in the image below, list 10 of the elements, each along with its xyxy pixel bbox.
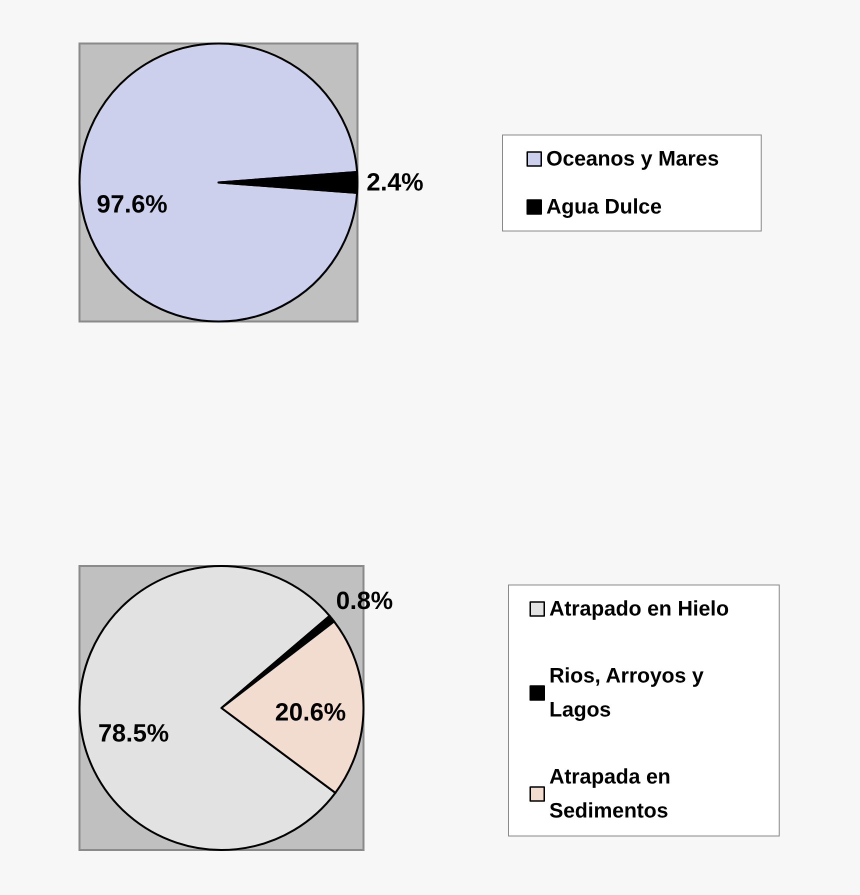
data-label: 0.8% xyxy=(336,587,393,616)
legend-label: Atrapado en Hielo xyxy=(549,598,729,620)
legend-label: Oceanos y Mares xyxy=(546,148,720,170)
legend-label: Agua Dulce xyxy=(546,196,662,218)
data-label: 78.5% xyxy=(98,719,169,748)
data-label: 97.6% xyxy=(96,190,168,219)
data-label: 2.4% xyxy=(366,168,424,196)
legend-label: Atrapada en Sedimentos xyxy=(549,766,676,822)
legend-label: Rios, Arroyos y Lagos xyxy=(549,664,710,722)
data-label: 20.6% xyxy=(275,698,346,726)
